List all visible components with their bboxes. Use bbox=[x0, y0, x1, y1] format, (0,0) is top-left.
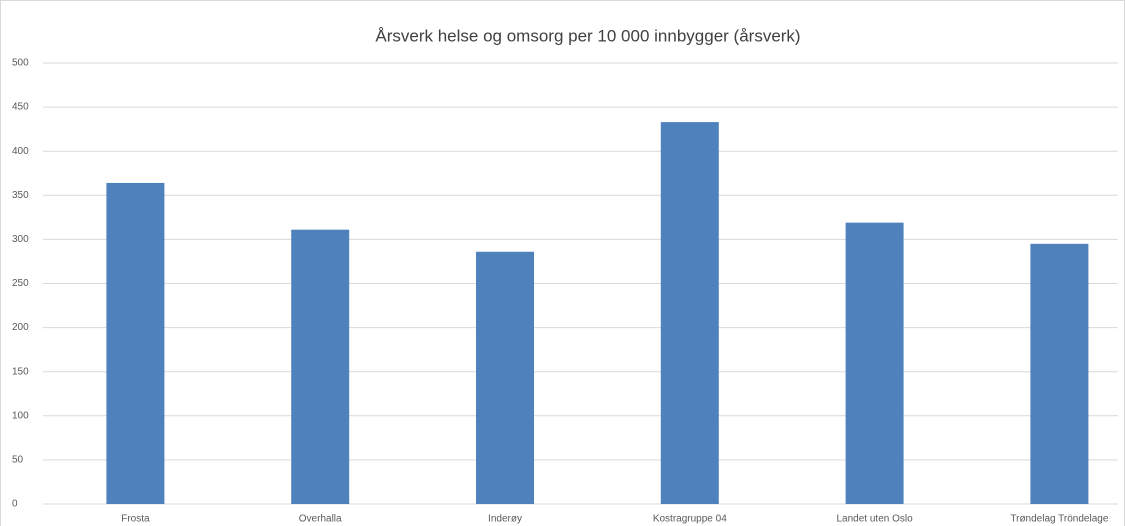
y-tick-label: 0 bbox=[12, 499, 18, 510]
chart-title: Årsverk helse og omsorg per 10 000 innby… bbox=[375, 26, 800, 45]
x-tick-label: Landet uten Oslo bbox=[837, 514, 914, 525]
x-tick-label: Trøndelag Tröndelage bbox=[1010, 514, 1108, 525]
bar bbox=[476, 251, 534, 504]
bar bbox=[106, 182, 165, 504]
x-tick-label: Overhalla bbox=[299, 514, 342, 525]
y-tick-label: 450 bbox=[12, 102, 29, 113]
y-tick-label: 350 bbox=[12, 190, 29, 201]
y-tick-label: 400 bbox=[12, 146, 29, 157]
y-tick-label: 200 bbox=[12, 322, 29, 333]
y-tick-label: 50 bbox=[12, 455, 24, 466]
bar bbox=[1030, 243, 1089, 504]
y-tick-label: 300 bbox=[12, 234, 29, 245]
x-tick-label: Inderøy bbox=[488, 514, 522, 525]
y-tick-label: 250 bbox=[12, 278, 29, 289]
x-tick-label: Frosta bbox=[121, 514, 150, 525]
bar bbox=[845, 222, 904, 504]
y-tick-label: 100 bbox=[12, 410, 29, 421]
bar bbox=[660, 122, 719, 505]
y-tick-label: 150 bbox=[12, 366, 29, 377]
bar bbox=[291, 229, 350, 504]
x-tick-label: Kostragruppe 04 bbox=[653, 514, 727, 525]
y-tick-label: 500 bbox=[12, 58, 29, 69]
